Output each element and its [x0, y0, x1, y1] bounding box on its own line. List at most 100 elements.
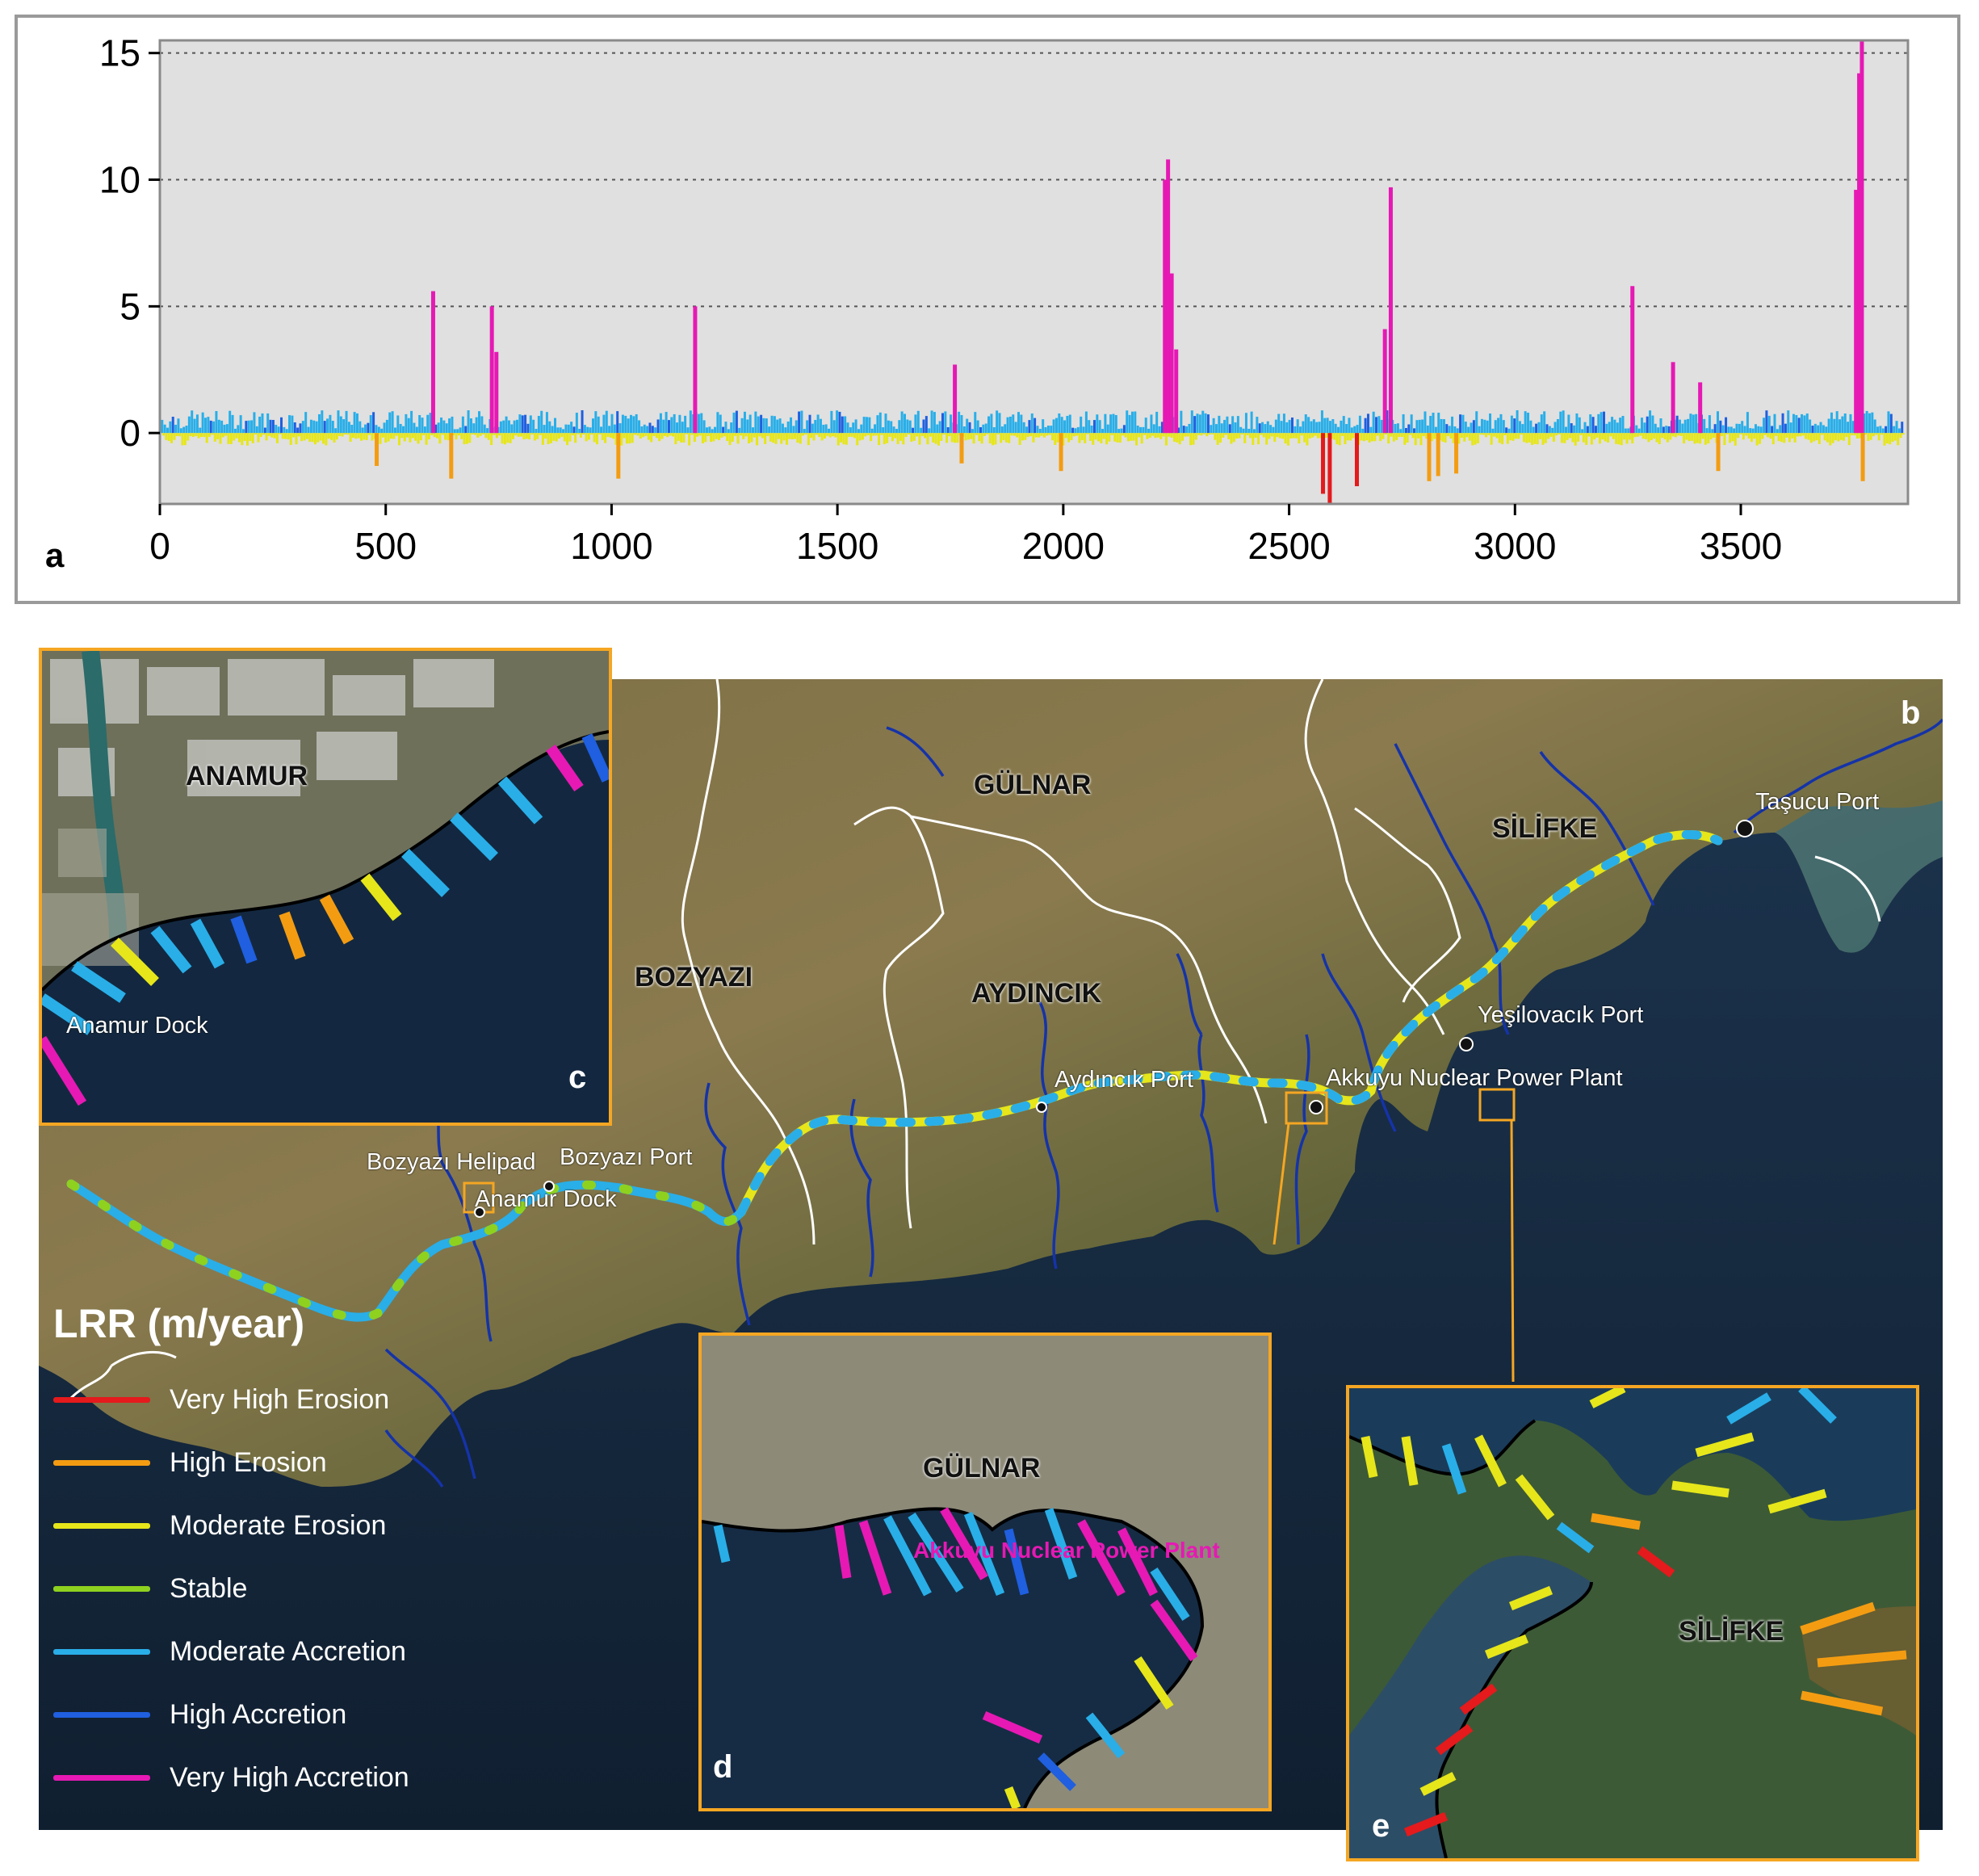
bar — [1220, 423, 1223, 434]
inset-e-district-label: SİLİFKE — [1679, 1616, 1784, 1647]
bar — [548, 421, 551, 434]
district-label-aydincik: AYDINCIK — [971, 978, 1102, 1009]
bar — [372, 412, 375, 434]
bar — [987, 416, 991, 434]
bar — [777, 433, 780, 439]
bar — [266, 413, 270, 434]
bar — [1102, 433, 1105, 439]
bar — [326, 418, 329, 434]
bar — [375, 425, 378, 434]
bar — [632, 416, 635, 434]
bar — [191, 433, 195, 438]
bar — [1080, 433, 1084, 441]
bar — [1369, 426, 1373, 434]
bar — [1582, 433, 1585, 443]
bar — [506, 433, 509, 443]
bar — [1138, 433, 1141, 438]
y-tick-label: 5 — [119, 285, 140, 327]
bar — [246, 433, 249, 446]
bar — [975, 433, 978, 435]
bar — [254, 433, 258, 435]
bar — [631, 433, 634, 443]
bar — [1721, 433, 1724, 437]
legend-swatch — [53, 1648, 150, 1655]
bar — [303, 433, 306, 441]
bar — [1771, 426, 1774, 434]
bar — [774, 433, 778, 444]
bar — [1771, 433, 1775, 445]
bar — [760, 414, 763, 434]
bar — [170, 433, 174, 443]
bar — [795, 420, 798, 434]
bar — [1084, 411, 1088, 434]
bar — [704, 433, 707, 443]
bar — [1002, 433, 1005, 440]
bar — [888, 433, 891, 437]
bar — [1425, 433, 1428, 439]
bar — [1536, 433, 1539, 445]
bar — [956, 433, 959, 443]
bar — [383, 422, 386, 434]
bar — [1026, 433, 1029, 438]
bar — [1541, 433, 1545, 445]
bar — [465, 433, 468, 444]
bar — [1464, 422, 1467, 434]
bar — [748, 414, 752, 434]
bar — [1901, 433, 1905, 435]
bar — [998, 413, 1001, 434]
bar — [297, 433, 300, 437]
bar — [1426, 425, 1429, 434]
legend-item: Stable — [53, 1557, 409, 1620]
bar — [866, 433, 870, 436]
bar — [1038, 429, 1042, 434]
bar — [1531, 433, 1534, 446]
bar — [440, 418, 443, 434]
bar — [475, 417, 478, 434]
bar — [338, 433, 342, 436]
bar — [1787, 410, 1790, 434]
bar — [1893, 433, 1897, 441]
bar — [1855, 433, 1859, 439]
bar — [1457, 433, 1461, 444]
bar — [422, 433, 426, 435]
bar — [455, 433, 458, 440]
bar — [1193, 416, 1197, 434]
bar — [1497, 418, 1500, 434]
bar — [1696, 433, 1699, 443]
bar — [525, 433, 528, 439]
bar — [1449, 433, 1453, 439]
bar — [1525, 433, 1528, 443]
bar — [1817, 425, 1820, 434]
bar — [1219, 433, 1222, 443]
inset-e-svg — [1349, 1388, 1916, 1858]
bar — [1711, 429, 1714, 434]
bar — [1142, 426, 1145, 434]
bar — [1533, 433, 1537, 444]
bar — [166, 427, 170, 434]
bar — [1801, 433, 1805, 436]
bar — [918, 433, 921, 445]
bar — [1059, 433, 1063, 472]
bar — [880, 433, 883, 435]
bar — [501, 433, 504, 444]
bar — [792, 426, 795, 434]
bar — [1623, 433, 1626, 440]
bar — [826, 433, 829, 436]
bar — [864, 433, 867, 437]
bar — [856, 433, 859, 446]
bar — [790, 417, 793, 434]
bar — [702, 420, 706, 434]
x-ticks: 0 500 1000 1500 2000 2500 3000 3500 — [149, 504, 1782, 567]
bar — [1196, 413, 1199, 434]
bar — [169, 421, 172, 434]
bar — [1311, 433, 1314, 438]
bar — [1410, 414, 1413, 434]
bar — [1677, 433, 1680, 436]
bar — [693, 306, 698, 434]
bar — [418, 414, 421, 434]
bar — [327, 433, 330, 439]
bar — [846, 422, 849, 434]
bar — [1404, 427, 1407, 434]
bar — [1214, 433, 1217, 440]
bar — [1767, 433, 1770, 438]
